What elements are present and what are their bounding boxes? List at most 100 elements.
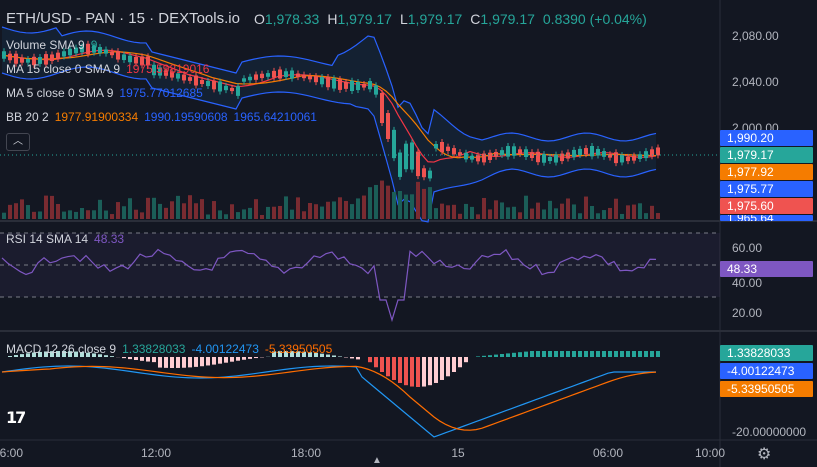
- candle: [422, 168, 426, 178]
- candle: [584, 148, 588, 155]
- macd-histogram-bar: [494, 354, 498, 357]
- volume-bar: [182, 203, 186, 219]
- macd-histogram-bar: [200, 357, 204, 367]
- candle: [404, 143, 408, 170]
- candle: [446, 146, 450, 151]
- volume-bar: [272, 206, 276, 219]
- macd-histogram-bar: [614, 351, 618, 357]
- macd-histogram-bar: [128, 357, 132, 360]
- tradingview-logo[interactable]: 17: [6, 408, 26, 427]
- symbol-title[interactable]: ETH/USD - PAN · 15 · DEXTools.io: [6, 10, 240, 27]
- macd-histogram-bar: [542, 351, 546, 357]
- candle: [218, 81, 222, 92]
- volume-bar: [74, 211, 78, 219]
- candle: [200, 79, 204, 85]
- candle: [356, 81, 360, 91]
- volume-bar: [38, 211, 42, 219]
- candle: [518, 149, 522, 155]
- candle: [464, 152, 468, 160]
- candle: [14, 53, 18, 64]
- volume-bar: [26, 205, 30, 219]
- gear-icon[interactable]: ⚙: [757, 446, 772, 463]
- candle: [344, 81, 348, 89]
- candle: [362, 83, 366, 88]
- volume-bar: [332, 201, 336, 219]
- price-tag-last: 1,979.17: [720, 147, 813, 163]
- candle: [326, 77, 330, 88]
- candle: [638, 154, 642, 159]
- macd-histogram-bar: [308, 352, 312, 357]
- legend-ma5[interactable]: MA 5 close 0 SMA 9 1975.77012685: [6, 86, 203, 100]
- volume-bar: [542, 209, 546, 219]
- macd-histogram-bar: [374, 357, 378, 368]
- candle: [314, 76, 318, 83]
- volume-bar: [212, 201, 216, 219]
- macd-histogram-bar: [392, 357, 396, 380]
- volume-bar: [236, 212, 240, 219]
- macd-histogram-bar: [578, 351, 582, 357]
- volume-bar: [386, 185, 390, 219]
- candle: [254, 74, 258, 80]
- candle: [140, 56, 144, 66]
- legend-volume[interactable]: Volume SMA 9 9: [6, 38, 98, 52]
- candle: [578, 148, 582, 155]
- volume-bar: [296, 197, 300, 219]
- macd-histogram-bar: [206, 357, 210, 366]
- macd-histogram-bar: [254, 357, 258, 359]
- volume-bar: [626, 205, 630, 219]
- legend-rsi[interactable]: RSI 14 SMA 14 48.33: [6, 232, 125, 246]
- macd-histogram-bar: [428, 357, 432, 386]
- legend-bb[interactable]: BB 20 2 1977.91900334 1990.19590608 1965…: [6, 110, 317, 124]
- candle: [98, 47, 102, 54]
- macd-histogram-bar: [422, 357, 426, 387]
- chevron-up-icon: ︿: [13, 136, 23, 147]
- macd-histogram-bar: [458, 357, 462, 368]
- time-axis-label: 10:00: [694, 446, 726, 460]
- candle: [32, 56, 36, 66]
- volume-bar: [554, 208, 558, 219]
- macd-histogram-bar: [272, 351, 276, 357]
- candle: [284, 71, 288, 77]
- volume-bar: [248, 207, 252, 219]
- candle: [176, 73, 180, 79]
- legend-ma15[interactable]: MA 15 close 0 SMA 9 1975.59819016: [6, 62, 210, 76]
- macd-histogram-bar: [326, 354, 330, 357]
- macd-histogram-bar: [176, 357, 180, 368]
- collapse-legend-button[interactable]: ︿: [6, 133, 30, 151]
- macd-histogram-bar: [104, 355, 108, 357]
- scroll-to-realtime-icon[interactable]: ▲: [372, 455, 382, 466]
- macd-histogram-bar: [488, 355, 492, 357]
- volume-bar: [152, 197, 156, 219]
- macd-histogram-bar: [608, 351, 612, 357]
- macd-histogram-bar: [356, 357, 360, 360]
- legend-macd[interactable]: MACD 12 26 close 9 1.33828033 -4.0012247…: [6, 342, 333, 356]
- ohlc-close: C1,979.17: [470, 11, 535, 27]
- macd-histogram-bar: [218, 357, 222, 364]
- candle: [152, 64, 156, 76]
- volume-bar: [494, 200, 498, 219]
- macd-histogram-bar: [524, 351, 528, 357]
- macd-histogram-bar: [332, 355, 336, 357]
- macd-histogram-bar: [122, 357, 126, 359]
- volume-bar: [32, 211, 36, 219]
- rsi-axis-label: 60.00: [732, 241, 763, 255]
- macd-histogram-bar: [314, 352, 318, 357]
- candle: [146, 56, 150, 66]
- volume-bar: [524, 195, 528, 219]
- candle: [26, 59, 30, 63]
- volume-bar: [512, 206, 516, 219]
- candle: [350, 80, 354, 92]
- volume-bar: [164, 207, 168, 219]
- macd-histogram-bar: [212, 357, 216, 365]
- volume-bar: [188, 195, 192, 219]
- candle: [38, 57, 42, 64]
- candle: [164, 70, 168, 76]
- volume-bar: [8, 204, 12, 219]
- macd-histogram-bar: [302, 351, 306, 357]
- macd-histogram-bar: [530, 351, 534, 357]
- macd-histogram-bar: [152, 357, 156, 363]
- candle: [74, 47, 78, 54]
- candle: [488, 152, 492, 160]
- candle: [278, 69, 282, 79]
